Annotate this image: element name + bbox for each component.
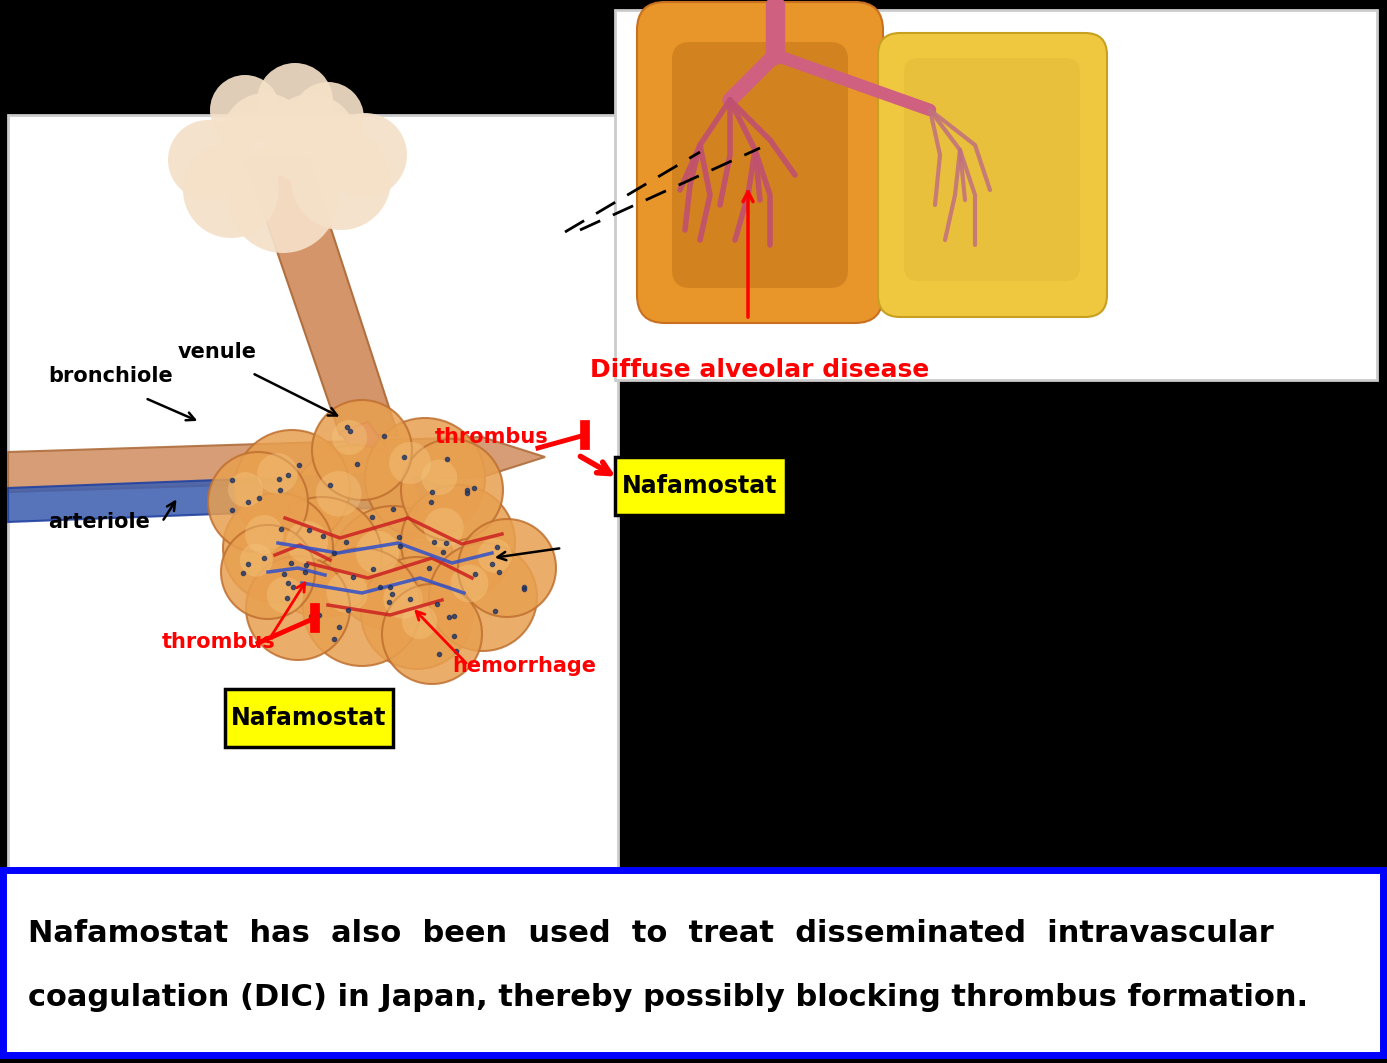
Text: bronchiole: bronchiole: [49, 366, 173, 386]
Text: venule: venule: [178, 342, 257, 362]
Circle shape: [227, 144, 338, 253]
Circle shape: [245, 556, 350, 660]
Circle shape: [293, 82, 363, 154]
Circle shape: [302, 549, 422, 667]
Text: Diffuse alveolar disease: Diffuse alveolar disease: [591, 358, 929, 382]
Circle shape: [221, 525, 315, 619]
Circle shape: [356, 530, 399, 574]
Circle shape: [223, 493, 333, 603]
Circle shape: [257, 63, 333, 139]
Circle shape: [222, 92, 308, 179]
Circle shape: [365, 418, 485, 538]
Circle shape: [402, 604, 437, 639]
Circle shape: [240, 544, 273, 577]
Circle shape: [245, 514, 283, 554]
Circle shape: [323, 113, 406, 197]
Circle shape: [234, 431, 350, 546]
Circle shape: [286, 521, 327, 563]
Circle shape: [290, 445, 420, 575]
FancyBboxPatch shape: [8, 115, 619, 875]
Text: Nafamostat: Nafamostat: [623, 474, 778, 497]
Text: thrombus: thrombus: [436, 427, 549, 448]
Circle shape: [266, 577, 304, 613]
FancyBboxPatch shape: [671, 43, 847, 288]
FancyBboxPatch shape: [904, 58, 1080, 281]
FancyBboxPatch shape: [225, 689, 393, 747]
Circle shape: [168, 120, 248, 200]
Polygon shape: [8, 473, 455, 522]
Circle shape: [331, 420, 368, 455]
Text: arteriole: arteriole: [49, 512, 150, 532]
FancyBboxPatch shape: [637, 2, 884, 323]
Circle shape: [401, 439, 503, 541]
Circle shape: [209, 75, 280, 145]
Circle shape: [477, 539, 512, 573]
Circle shape: [381, 584, 483, 684]
Circle shape: [326, 572, 368, 613]
Circle shape: [208, 452, 308, 552]
Polygon shape: [8, 437, 545, 492]
Circle shape: [291, 130, 391, 230]
Text: Nafamostat: Nafamostat: [232, 706, 387, 730]
Circle shape: [383, 579, 423, 619]
Text: coagulation (DIC) in Japan, thereby possibly blocking thrombus formation.: coagulation (DIC) in Japan, thereby poss…: [28, 983, 1308, 1012]
Text: hemorrhage: hemorrhage: [452, 656, 596, 676]
Circle shape: [262, 497, 381, 617]
Circle shape: [361, 557, 473, 669]
Circle shape: [257, 453, 298, 494]
Circle shape: [388, 442, 431, 484]
FancyBboxPatch shape: [614, 457, 786, 514]
Circle shape: [331, 506, 455, 630]
Text: Nafamostat  has  also  been  used  to  treat  disseminated  intravascular: Nafamostat has also been used to treat d…: [28, 918, 1273, 947]
Circle shape: [451, 564, 488, 603]
Circle shape: [312, 400, 412, 500]
Polygon shape: [245, 158, 398, 435]
Circle shape: [401, 485, 515, 598]
Polygon shape: [340, 422, 390, 462]
FancyBboxPatch shape: [3, 870, 1383, 1054]
Circle shape: [183, 142, 279, 238]
Circle shape: [429, 543, 537, 651]
Circle shape: [227, 472, 264, 507]
Circle shape: [424, 508, 463, 547]
FancyBboxPatch shape: [614, 10, 1377, 379]
Text: thrombus: thrombus: [162, 632, 276, 652]
Circle shape: [265, 94, 356, 186]
Circle shape: [422, 459, 458, 495]
FancyBboxPatch shape: [878, 33, 1107, 317]
Circle shape: [316, 471, 362, 517]
Circle shape: [458, 519, 556, 617]
